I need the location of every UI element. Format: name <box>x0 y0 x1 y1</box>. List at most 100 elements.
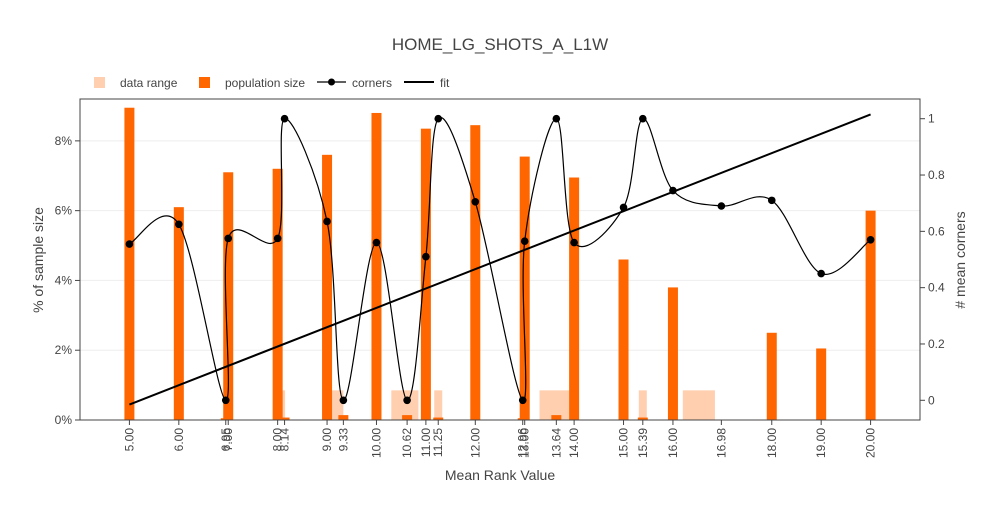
legend-label-data-range[interactable]: data range <box>120 76 178 90</box>
population-bar-14 <box>519 156 530 420</box>
fit-line <box>129 113 871 406</box>
corner-point-3 <box>224 234 233 243</box>
y-left-tick-label-2: 4% <box>55 273 73 287</box>
population-bar-4 <box>272 168 283 420</box>
corner-point-20 <box>717 202 726 210</box>
population-bars <box>124 107 876 421</box>
population-bar-9 <box>402 415 413 420</box>
y-left-tick-label-4: 8% <box>55 134 73 148</box>
x-tick-label-22: 19.00 <box>814 428 828 458</box>
legend-label-corners[interactable]: corners <box>352 76 392 90</box>
corner-point-7 <box>339 396 348 405</box>
y-axis-right-ticks: 0 0.2 0.4 0.6 0.8 1 <box>920 112 945 407</box>
y-axis-left-ticks: 0% 2% 4% 6% 8% <box>55 134 80 427</box>
y-right-tick-label-4: 0.8 <box>928 168 945 182</box>
population-bar-21 <box>816 348 827 420</box>
data-range-bar-6 <box>539 390 570 420</box>
x-axis-ticks: 5.00 6.00 6.957.00 8.008.14 9.00 9.33 10.00 10.… <box>122 420 878 458</box>
legend-label-fit[interactable]: fit <box>440 76 450 90</box>
corner-point-9 <box>403 396 411 405</box>
x-tick-label-7: 9.33 <box>336 428 350 452</box>
x-tick-label-4: 8.00 <box>271 428 285 452</box>
gridlines <box>80 140 920 351</box>
population-bar-5 <box>279 417 290 420</box>
corner-point-17 <box>619 203 628 212</box>
corner-point-16 <box>570 238 578 247</box>
y-left-tick-label-0: 0% <box>55 413 73 427</box>
x-tick-label-0: 5.00 <box>122 428 136 452</box>
corner-point-12 <box>471 197 480 206</box>
population-bar-15 <box>551 415 562 420</box>
corner-point-13 <box>518 396 527 405</box>
y-right-tick-label-2: 0.4 <box>928 281 945 295</box>
x-tick-label-12: 12.00 <box>468 428 482 458</box>
corner-point-15 <box>552 114 561 123</box>
corner-point-11 <box>434 114 443 123</box>
population-bar-7 <box>338 415 349 420</box>
corner-point-1 <box>175 220 183 229</box>
population-bar-10 <box>420 128 431 421</box>
x-tick-label-11: 11.25 <box>431 428 445 457</box>
x-tick-label-3: 7.00 <box>221 428 235 452</box>
x-tick-label-21: 18.00 <box>765 428 779 458</box>
population-bar-22 <box>865 210 876 420</box>
population-bar-17 <box>618 259 629 420</box>
legend-marker-corners <box>328 78 335 86</box>
population-bar-8 <box>371 112 382 421</box>
x-tick-label-16: 14.00 <box>567 428 581 458</box>
y-left-tick-label-3: 6% <box>55 204 73 218</box>
population-bar-11 <box>433 417 444 420</box>
population-bar-0 <box>124 107 135 420</box>
x-tick-label-18: 15.39 <box>636 428 650 458</box>
corner-point-4 <box>273 234 282 243</box>
x-tick-label-10: 11.00 <box>419 428 433 457</box>
corners-line <box>129 116 871 401</box>
x-tick-label-14: 13.00 <box>518 428 532 458</box>
x-tick-label-17: 15.00 <box>617 428 631 458</box>
x-tick-label-15: 13.64 <box>549 428 563 458</box>
x-tick-label-13: 12.96 <box>516 428 530 458</box>
population-bar-3 <box>223 172 234 420</box>
corner-point-2 <box>221 396 230 405</box>
x-tick-label-6: 9.00 <box>320 428 334 452</box>
population-bar-6 <box>322 154 333 420</box>
corner-point-0 <box>125 240 134 248</box>
y-right-tick-label-5: 1 <box>928 112 935 126</box>
population-bar-1 <box>173 207 184 420</box>
plot-frame <box>79 98 921 421</box>
x-tick-label-19: 16.00 <box>666 428 680 458</box>
legend-swatch-population-size <box>199 77 210 88</box>
corner-point-19 <box>669 186 677 195</box>
x-tick-label-2: 6.95 <box>219 428 233 452</box>
corner-point-10 <box>422 252 430 261</box>
corner-points <box>125 114 875 405</box>
data-range-bar-7 <box>638 390 647 420</box>
corner-point-14 <box>520 237 529 245</box>
x-tick-label-8: 10.00 <box>369 428 383 458</box>
data-range-bar-4 <box>434 390 443 420</box>
population-bar-12 <box>470 125 481 420</box>
chart-title: HOME_LG_SHOTS_A_L1W <box>392 35 608 54</box>
y-right-tick-label-0: 0 <box>928 393 935 407</box>
x-axis-title: Mean Rank Value <box>445 467 555 483</box>
population-bar-20 <box>766 332 777 420</box>
legend-swatch-data-range <box>94 77 105 88</box>
corner-point-6 <box>323 217 331 226</box>
line-layer <box>129 113 871 406</box>
corner-point-18 <box>639 114 647 123</box>
legend[interactable]: data range population size corners fit <box>94 76 450 90</box>
x-tick-label-5: 8.14 <box>278 428 292 452</box>
corner-point-21 <box>767 196 776 205</box>
y-axis-right-title: # mean corners <box>952 211 968 308</box>
data-range-bar-8 <box>682 390 715 420</box>
corner-point-23 <box>866 235 875 244</box>
corner-point-22 <box>817 269 825 278</box>
x-tick-label-1: 6.00 <box>172 428 186 452</box>
x-tick-label-20: 16.98 <box>714 428 728 458</box>
legend-label-population-size[interactable]: population size <box>225 76 305 90</box>
y-left-tick-label-1: 2% <box>55 343 73 357</box>
corner-point-8 <box>372 238 381 247</box>
